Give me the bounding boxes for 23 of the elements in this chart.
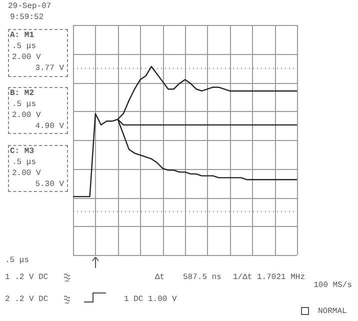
text: 2.00 V	[12, 169, 41, 179]
text: 4.90 V	[35, 122, 64, 132]
text: 100 MS/s	[314, 281, 352, 291]
text: 587.5 ns	[183, 273, 222, 283]
text: .5 μs	[12, 100, 36, 110]
text: 3.77 V	[35, 64, 64, 74]
text: 2.00 V	[12, 111, 41, 121]
text: 1 .2 V DC	[5, 273, 48, 283]
text: NORMAL	[318, 307, 347, 317]
text: 29-Sep-07	[8, 2, 52, 12]
text: B: M2	[10, 89, 34, 99]
text: 9:59:52	[10, 13, 44, 23]
text: Δt	[155, 273, 165, 283]
text: .5 μs	[12, 158, 36, 168]
text: .5 μs	[5, 256, 30, 266]
text: C: M3	[10, 147, 34, 157]
text: 1 DC 1.00 V	[124, 295, 177, 305]
text: 2 .2 V DC	[5, 295, 48, 305]
text: .5 μs	[12, 42, 36, 52]
text: 1/Δt 1.7021 MHz	[233, 273, 306, 283]
text: 5.30 V	[35, 180, 64, 190]
text: 2.00 V	[12, 53, 41, 63]
text: A: M1	[10, 31, 34, 41]
